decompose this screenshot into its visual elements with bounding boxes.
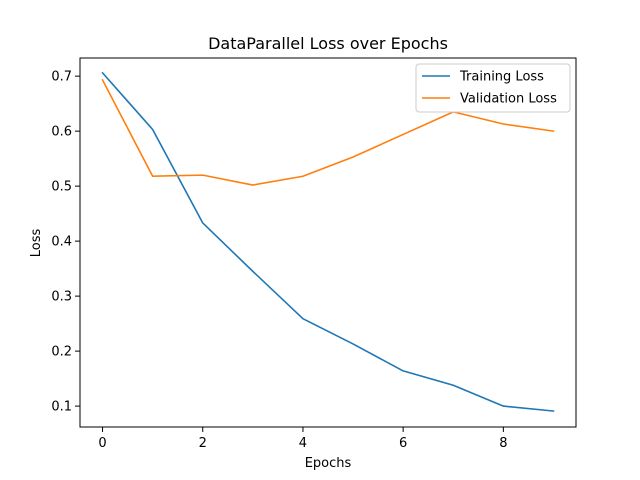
legend: Training Loss Validation Loss bbox=[415, 63, 571, 113]
legend-label: Training Loss bbox=[459, 70, 544, 85]
legend-box bbox=[415, 63, 571, 113]
y-tick-label: 0.7 bbox=[51, 70, 72, 85]
y-tick-label: 0.5 bbox=[51, 180, 72, 195]
x-tick-label: 4 bbox=[299, 436, 307, 451]
plot-frame bbox=[79, 57, 577, 428]
x-tick-label: 8 bbox=[499, 436, 507, 451]
x-axis-label: Epochs bbox=[305, 456, 352, 471]
y-axis-ticks: 0.1 0.2 0.3 0.4 0.5 0.6 0.7 bbox=[51, 70, 80, 415]
chart-title: DataParallel Loss over Epochs bbox=[208, 34, 448, 53]
y-axis-label: Loss bbox=[29, 229, 44, 258]
y-tick-label: 0.3 bbox=[51, 290, 72, 305]
y-tick-label: 0.2 bbox=[51, 345, 72, 360]
x-axis-ticks: 0 2 4 6 8 bbox=[98, 427, 507, 451]
y-tick-label: 0.1 bbox=[51, 400, 72, 415]
y-tick-label: 0.4 bbox=[51, 235, 72, 250]
series-line-validation-loss bbox=[101, 78, 555, 186]
series-layer bbox=[101, 71, 555, 412]
y-tick-label: 0.6 bbox=[51, 125, 72, 140]
x-tick-label: 0 bbox=[98, 436, 106, 451]
legend-label: Validation Loss bbox=[460, 92, 557, 107]
x-tick-label: 2 bbox=[199, 436, 207, 451]
x-tick-label: 6 bbox=[399, 436, 407, 451]
